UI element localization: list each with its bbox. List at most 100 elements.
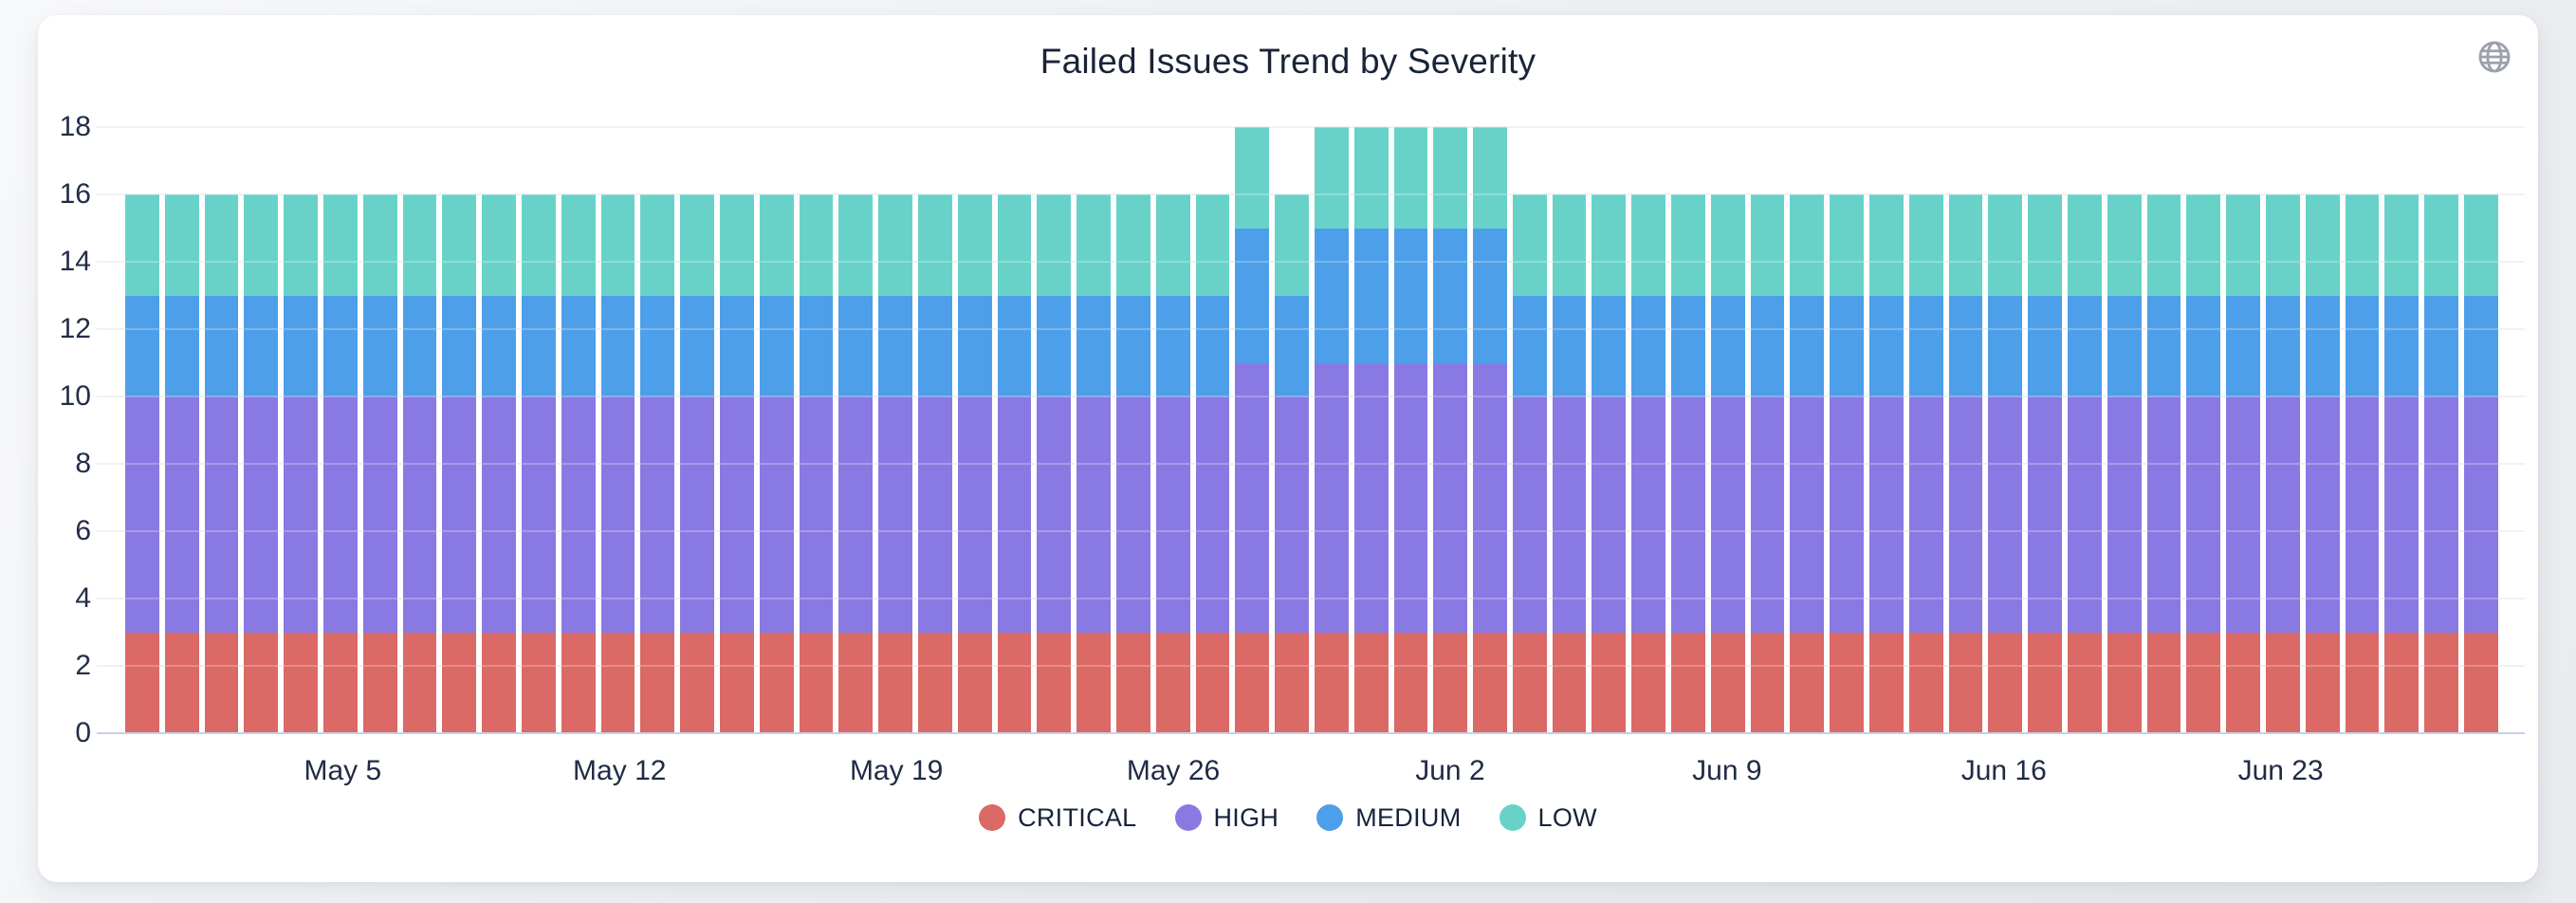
bar-segment-high[interactable]	[1988, 396, 2023, 633]
bar-jun-28[interactable]	[2464, 194, 2498, 733]
bar-segment-critical[interactable]	[1512, 632, 1547, 733]
bar-jun-16[interactable]	[1988, 194, 2023, 733]
legend-item-high[interactable]: HIGH	[1174, 803, 1279, 833]
bar-segment-critical[interactable]	[2345, 632, 2380, 733]
bar-segment-high[interactable]	[2305, 396, 2340, 633]
bar-segment-low[interactable]	[1750, 194, 1785, 296]
bar-segment-critical[interactable]	[1076, 632, 1111, 733]
bar-segment-critical[interactable]	[521, 632, 556, 733]
bar-segment-low[interactable]	[600, 194, 635, 296]
bar-segment-medium[interactable]	[284, 295, 318, 396]
bar-segment-medium[interactable]	[125, 295, 159, 396]
bar-segment-high[interactable]	[957, 396, 992, 633]
bar-segment-low[interactable]	[1393, 127, 1428, 229]
bar-segment-low[interactable]	[838, 194, 874, 296]
bar-may-28[interactable]	[1235, 127, 1270, 733]
bar-segment-low[interactable]	[2186, 194, 2221, 296]
bar-segment-low[interactable]	[640, 194, 675, 296]
bar-segment-low[interactable]	[1473, 127, 1507, 229]
bar-jun-13[interactable]	[1869, 194, 1904, 733]
bar-segment-high[interactable]	[680, 396, 714, 633]
bar-jun-1[interactable]	[1393, 127, 1428, 733]
bar-segment-high[interactable]	[402, 396, 437, 633]
bar-may-21[interactable]	[957, 194, 992, 733]
bar-segment-critical[interactable]	[1830, 632, 1865, 733]
bar-segment-high[interactable]	[2464, 396, 2498, 633]
bar-segment-medium[interactable]	[2028, 295, 2063, 396]
bar-may-4[interactable]	[284, 194, 318, 733]
bar-segment-critical[interactable]	[1750, 632, 1785, 733]
bar-segment-medium[interactable]	[2226, 295, 2261, 396]
bar-segment-medium[interactable]	[2345, 295, 2380, 396]
bar-may-1[interactable]	[164, 194, 199, 733]
bar-segment-low[interactable]	[1512, 194, 1547, 296]
bar-segment-low[interactable]	[561, 194, 596, 296]
bar-segment-low[interactable]	[1115, 194, 1150, 296]
bar-segment-high[interactable]	[1710, 396, 1745, 633]
bar-jun-17[interactable]	[2028, 194, 2063, 733]
bar-segment-medium[interactable]	[1631, 295, 1666, 396]
bar-jun-14[interactable]	[1908, 194, 1943, 733]
bar-segment-medium[interactable]	[1473, 228, 1507, 363]
bar-segment-critical[interactable]	[284, 632, 318, 733]
bar-segment-critical[interactable]	[1710, 632, 1745, 733]
bar-segment-critical[interactable]	[1988, 632, 2023, 733]
bar-segment-medium[interactable]	[1790, 295, 1825, 396]
bar-segment-low[interactable]	[244, 194, 279, 296]
bar-may-11[interactable]	[561, 194, 596, 733]
bar-segment-high[interactable]	[1037, 396, 1072, 633]
bar-jun-6[interactable]	[1592, 194, 1627, 733]
bar-segment-medium[interactable]	[1155, 295, 1190, 396]
bar-segment-high[interactable]	[600, 396, 635, 633]
bar-segment-critical[interactable]	[1393, 632, 1428, 733]
bar-segment-low[interactable]	[284, 194, 318, 296]
bar-jun-21[interactable]	[2186, 194, 2221, 733]
bar-segment-critical[interactable]	[1275, 632, 1309, 733]
bar-may-12[interactable]	[600, 194, 635, 733]
bar-segment-high[interactable]	[640, 396, 675, 633]
bar-segment-medium[interactable]	[402, 295, 437, 396]
bar-segment-medium[interactable]	[2305, 295, 2340, 396]
bar-segment-critical[interactable]	[1869, 632, 1904, 733]
bar-jun-3[interactable]	[1473, 127, 1507, 733]
bar-segment-critical[interactable]	[997, 632, 1032, 733]
bar-segment-critical[interactable]	[640, 632, 675, 733]
bar-segment-medium[interactable]	[640, 295, 675, 396]
bar-segment-high[interactable]	[164, 396, 199, 633]
bar-segment-high[interactable]	[1155, 396, 1190, 633]
bar-jun-11[interactable]	[1790, 194, 1825, 733]
bar-segment-medium[interactable]	[997, 295, 1032, 396]
bar-segment-low[interactable]	[1037, 194, 1072, 296]
bar-segment-medium[interactable]	[1592, 295, 1627, 396]
bar-segment-critical[interactable]	[2186, 632, 2221, 733]
bar-segment-high[interactable]	[1076, 396, 1111, 633]
bar-segment-critical[interactable]	[362, 632, 397, 733]
bar-may-2[interactable]	[204, 194, 239, 733]
bar-segment-medium[interactable]	[799, 295, 834, 396]
bar-segment-high[interactable]	[1512, 396, 1547, 633]
bar-may-17[interactable]	[799, 194, 834, 733]
bar-segment-critical[interactable]	[125, 632, 159, 733]
bar-segment-critical[interactable]	[164, 632, 199, 733]
bar-may-15[interactable]	[719, 194, 754, 733]
bar-jun-15[interactable]	[1948, 194, 1983, 733]
bar-segment-critical[interactable]	[2107, 632, 2142, 733]
bar-may-5[interactable]	[322, 194, 358, 733]
bar-segment-high[interactable]	[482, 396, 516, 633]
bar-segment-medium[interactable]	[1275, 295, 1309, 396]
bar-segment-high[interactable]	[1830, 396, 1865, 633]
bar-segment-low[interactable]	[2068, 194, 2102, 296]
bar-may-18[interactable]	[838, 194, 874, 733]
bar-segment-medium[interactable]	[1988, 295, 2023, 396]
bar-segment-critical[interactable]	[1908, 632, 1943, 733]
bar-segment-critical[interactable]	[2464, 632, 2498, 733]
bar-segment-low[interactable]	[164, 194, 199, 296]
bar-segment-medium[interactable]	[719, 295, 754, 396]
bar-segment-low[interactable]	[1155, 194, 1190, 296]
bar-segment-medium[interactable]	[1195, 295, 1230, 396]
bar-jun-9[interactable]	[1710, 194, 1745, 733]
bar-segment-high[interactable]	[1473, 362, 1507, 633]
bar-segment-low[interactable]	[2305, 194, 2340, 296]
bar-segment-high[interactable]	[2028, 396, 2063, 633]
bar-segment-high[interactable]	[1948, 396, 1983, 633]
